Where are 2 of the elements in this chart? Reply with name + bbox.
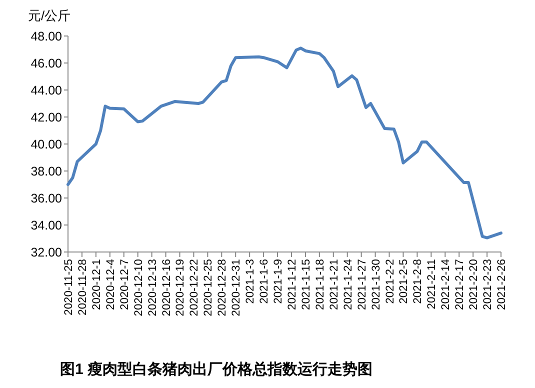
title: 图1 瘦肉型白条猪肉出厂价格总指数运行走势图 [60, 361, 373, 378]
ylabel: 元/公斤 [28, 8, 71, 23]
